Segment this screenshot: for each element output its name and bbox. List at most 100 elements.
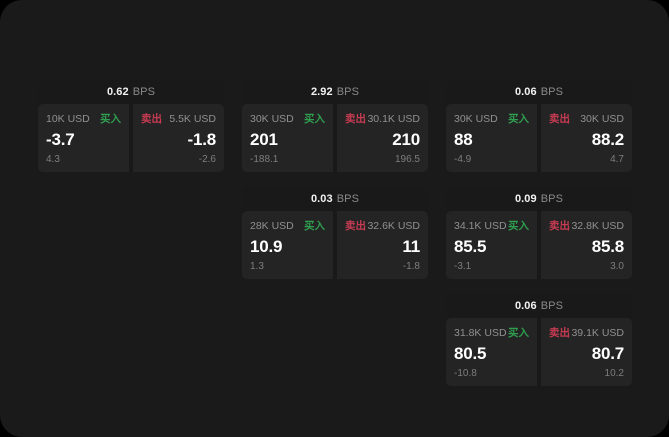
buy-pane-header: 30K USD 买入 <box>454 112 529 126</box>
buy-sub-value: -188.1 <box>250 154 279 165</box>
buy-side-badge[interactable]: 买入 <box>508 113 529 125</box>
sell-pane[interactable]: 卖出 5.5K USD -1.8 -2.6 <box>133 104 224 172</box>
sell-pane-header: 卖出 30.1K USD <box>345 112 420 126</box>
sell-size-label: 30.1K USD <box>367 112 420 125</box>
buy-side-badge[interactable]: 买入 <box>508 220 529 232</box>
sell-pane[interactable]: 卖出 39.1K USD 80.7 10.2 <box>541 318 632 386</box>
bps-unit-label: BPS <box>540 300 564 312</box>
sell-price-value: 85.8 <box>591 236 624 256</box>
buy-price-value: 85.5 <box>454 236 487 256</box>
buy-sub-value: -10.8 <box>454 368 477 379</box>
buy-pane[interactable]: 30K USD 买入 88 -4.9 <box>446 104 537 172</box>
sell-size-label: 30K USD <box>580 112 624 125</box>
card-body: 28K USD 买入 10.9 1.3 卖出 32.6K USD 11 -1.8 <box>242 211 428 279</box>
buy-price-value: 10.9 <box>250 236 283 256</box>
bps-value: 0.62 <box>106 86 129 98</box>
buy-pane-header: 28K USD 买入 <box>250 219 325 233</box>
buy-side-badge[interactable]: 买入 <box>304 113 325 125</box>
card-column: 0.06 BPS 30K USD 买入 88 -4.9 卖出 30K USD 88.2 4.7 0.… <box>446 80 632 386</box>
sell-sub-value: -1.8 <box>402 261 420 272</box>
sell-sub-value: 3.0 <box>610 261 624 272</box>
card-body: 34.1K USD 买入 85.5 -3.1 卖出 32.8K USD 85.8 3.0 <box>446 211 632 279</box>
buy-pane[interactable]: 31.8K USD 买入 80.5 -10.8 <box>446 318 537 386</box>
sell-sub-value: 4.7 <box>610 154 624 165</box>
sell-price-value: 11 <box>402 236 420 256</box>
sell-pane[interactable]: 卖出 30.1K USD 210 196.5 <box>337 104 428 172</box>
buy-pane[interactable]: 30K USD 买入 201 -188.1 <box>242 104 333 172</box>
buy-price-value: 88 <box>454 129 473 149</box>
buy-sub-value: 1.3 <box>250 261 264 272</box>
buy-side-badge[interactable]: 买入 <box>304 220 325 232</box>
buy-size-label: 31.8K USD <box>454 326 507 339</box>
quote-card[interactable]: 0.03 BPS 28K USD 买入 10.9 1.3 卖出 32.6K USD 11 -1.8 <box>242 187 428 279</box>
bps-unit-label: BPS <box>540 193 564 205</box>
sell-size-label: 32.6K USD <box>367 219 420 232</box>
bps-unit-label: BPS <box>540 86 564 98</box>
card-column: 0.62 BPS 10K USD 买入 -3.7 4.3 卖出 5.5K USD -1.8 -2.… <box>38 80 224 172</box>
buy-pane[interactable]: 34.1K USD 买入 85.5 -3.1 <box>446 211 537 279</box>
buy-size-label: 10K USD <box>46 112 90 125</box>
card-header: 0.09 BPS <box>446 187 632 211</box>
sell-pane[interactable]: 卖出 32.8K USD 85.8 3.0 <box>541 211 632 279</box>
bps-unit-label: BPS <box>336 86 360 98</box>
sell-side-badge[interactable]: 卖出 <box>345 113 366 125</box>
card-header: 0.06 BPS <box>446 80 632 104</box>
sell-pane-header: 卖出 39.1K USD <box>549 326 624 340</box>
card-column: 2.92 BPS 30K USD 买入 201 -188.1 卖出 30.1K USD 210 1… <box>242 80 428 279</box>
bps-unit-label: BPS <box>132 86 156 98</box>
buy-side-badge[interactable]: 买入 <box>508 327 529 339</box>
sell-pane[interactable]: 卖出 32.6K USD 11 -1.8 <box>337 211 428 279</box>
quote-card[interactable]: 0.09 BPS 34.1K USD 买入 85.5 -3.1 卖出 32.8K USD 85.… <box>446 187 632 279</box>
quote-card[interactable]: 0.62 BPS 10K USD 买入 -3.7 4.3 卖出 5.5K USD -1.8 -2.… <box>38 80 224 172</box>
sell-side-badge[interactable]: 卖出 <box>141 113 162 125</box>
sell-pane[interactable]: 卖出 30K USD 88.2 4.7 <box>541 104 632 172</box>
buy-size-label: 30K USD <box>250 112 294 125</box>
card-body: 31.8K USD 买入 80.5 -10.8 卖出 39.1K USD 80.7 10.2 <box>446 318 632 386</box>
quote-card-grid: 0.62 BPS 10K USD 买入 -3.7 4.3 卖出 5.5K USD -1.8 -2.… <box>38 80 632 386</box>
sell-pane-header: 卖出 30K USD <box>549 112 624 126</box>
card-header: 0.62 BPS <box>38 80 224 104</box>
sell-price-value: 210 <box>392 129 420 149</box>
buy-pane[interactable]: 28K USD 买入 10.9 1.3 <box>242 211 333 279</box>
sell-sub-value: 196.5 <box>394 154 420 165</box>
sell-pane-header: 卖出 32.6K USD <box>345 219 420 233</box>
sell-size-label: 39.1K USD <box>571 326 624 339</box>
sell-size-label: 32.8K USD <box>571 219 624 232</box>
buy-side-badge[interactable]: 买入 <box>100 113 121 125</box>
buy-pane[interactable]: 10K USD 买入 -3.7 4.3 <box>38 104 129 172</box>
bps-value: 0.06 <box>514 300 537 312</box>
card-body: 10K USD 买入 -3.7 4.3 卖出 5.5K USD -1.8 -2.6 <box>38 104 224 172</box>
sell-pane-header: 卖出 5.5K USD <box>141 112 216 126</box>
buy-sub-value: -3.1 <box>454 261 472 272</box>
buy-price-value: 80.5 <box>454 343 487 363</box>
sell-side-badge[interactable]: 卖出 <box>549 113 570 125</box>
sell-price-value: 88.2 <box>591 129 624 149</box>
buy-price-value: 201 <box>250 129 278 149</box>
buy-pane-header: 31.8K USD 买入 <box>454 326 529 340</box>
card-body: 30K USD 买入 88 -4.9 卖出 30K USD 88.2 4.7 <box>446 104 632 172</box>
sell-sub-value: 10.2 <box>604 368 624 379</box>
sell-price-value: -1.8 <box>187 129 217 149</box>
buy-size-label: 34.1K USD <box>454 219 507 232</box>
card-header: 0.06 BPS <box>446 294 632 318</box>
bps-unit-label: BPS <box>336 193 360 205</box>
card-body: 30K USD 买入 201 -188.1 卖出 30.1K USD 210 196.5 <box>242 104 428 172</box>
buy-pane-header: 10K USD 买入 <box>46 112 121 126</box>
buy-sub-value: -4.9 <box>454 154 472 165</box>
quote-card[interactable]: 2.92 BPS 30K USD 买入 201 -188.1 卖出 30.1K USD 210 1… <box>242 80 428 172</box>
sell-sub-value: -2.6 <box>198 154 216 165</box>
sell-side-badge[interactable]: 卖出 <box>345 220 366 232</box>
buy-sub-value: 4.3 <box>46 154 60 165</box>
buy-size-label: 28K USD <box>250 219 294 232</box>
bps-value: 0.06 <box>514 86 537 98</box>
bps-value: 0.03 <box>310 193 333 205</box>
quote-card[interactable]: 0.06 BPS 31.8K USD 买入 80.5 -10.8 卖出 39.1K USD 80… <box>446 294 632 386</box>
quote-card[interactable]: 0.06 BPS 30K USD 买入 88 -4.9 卖出 30K USD 88.2 4.7 <box>446 80 632 172</box>
buy-pane-header: 30K USD 买入 <box>250 112 325 126</box>
card-header: 2.92 BPS <box>242 80 428 104</box>
buy-size-label: 30K USD <box>454 112 498 125</box>
buy-pane-header: 34.1K USD 买入 <box>454 219 529 233</box>
sell-side-badge[interactable]: 卖出 <box>549 327 570 339</box>
sell-side-badge[interactable]: 卖出 <box>549 220 570 232</box>
